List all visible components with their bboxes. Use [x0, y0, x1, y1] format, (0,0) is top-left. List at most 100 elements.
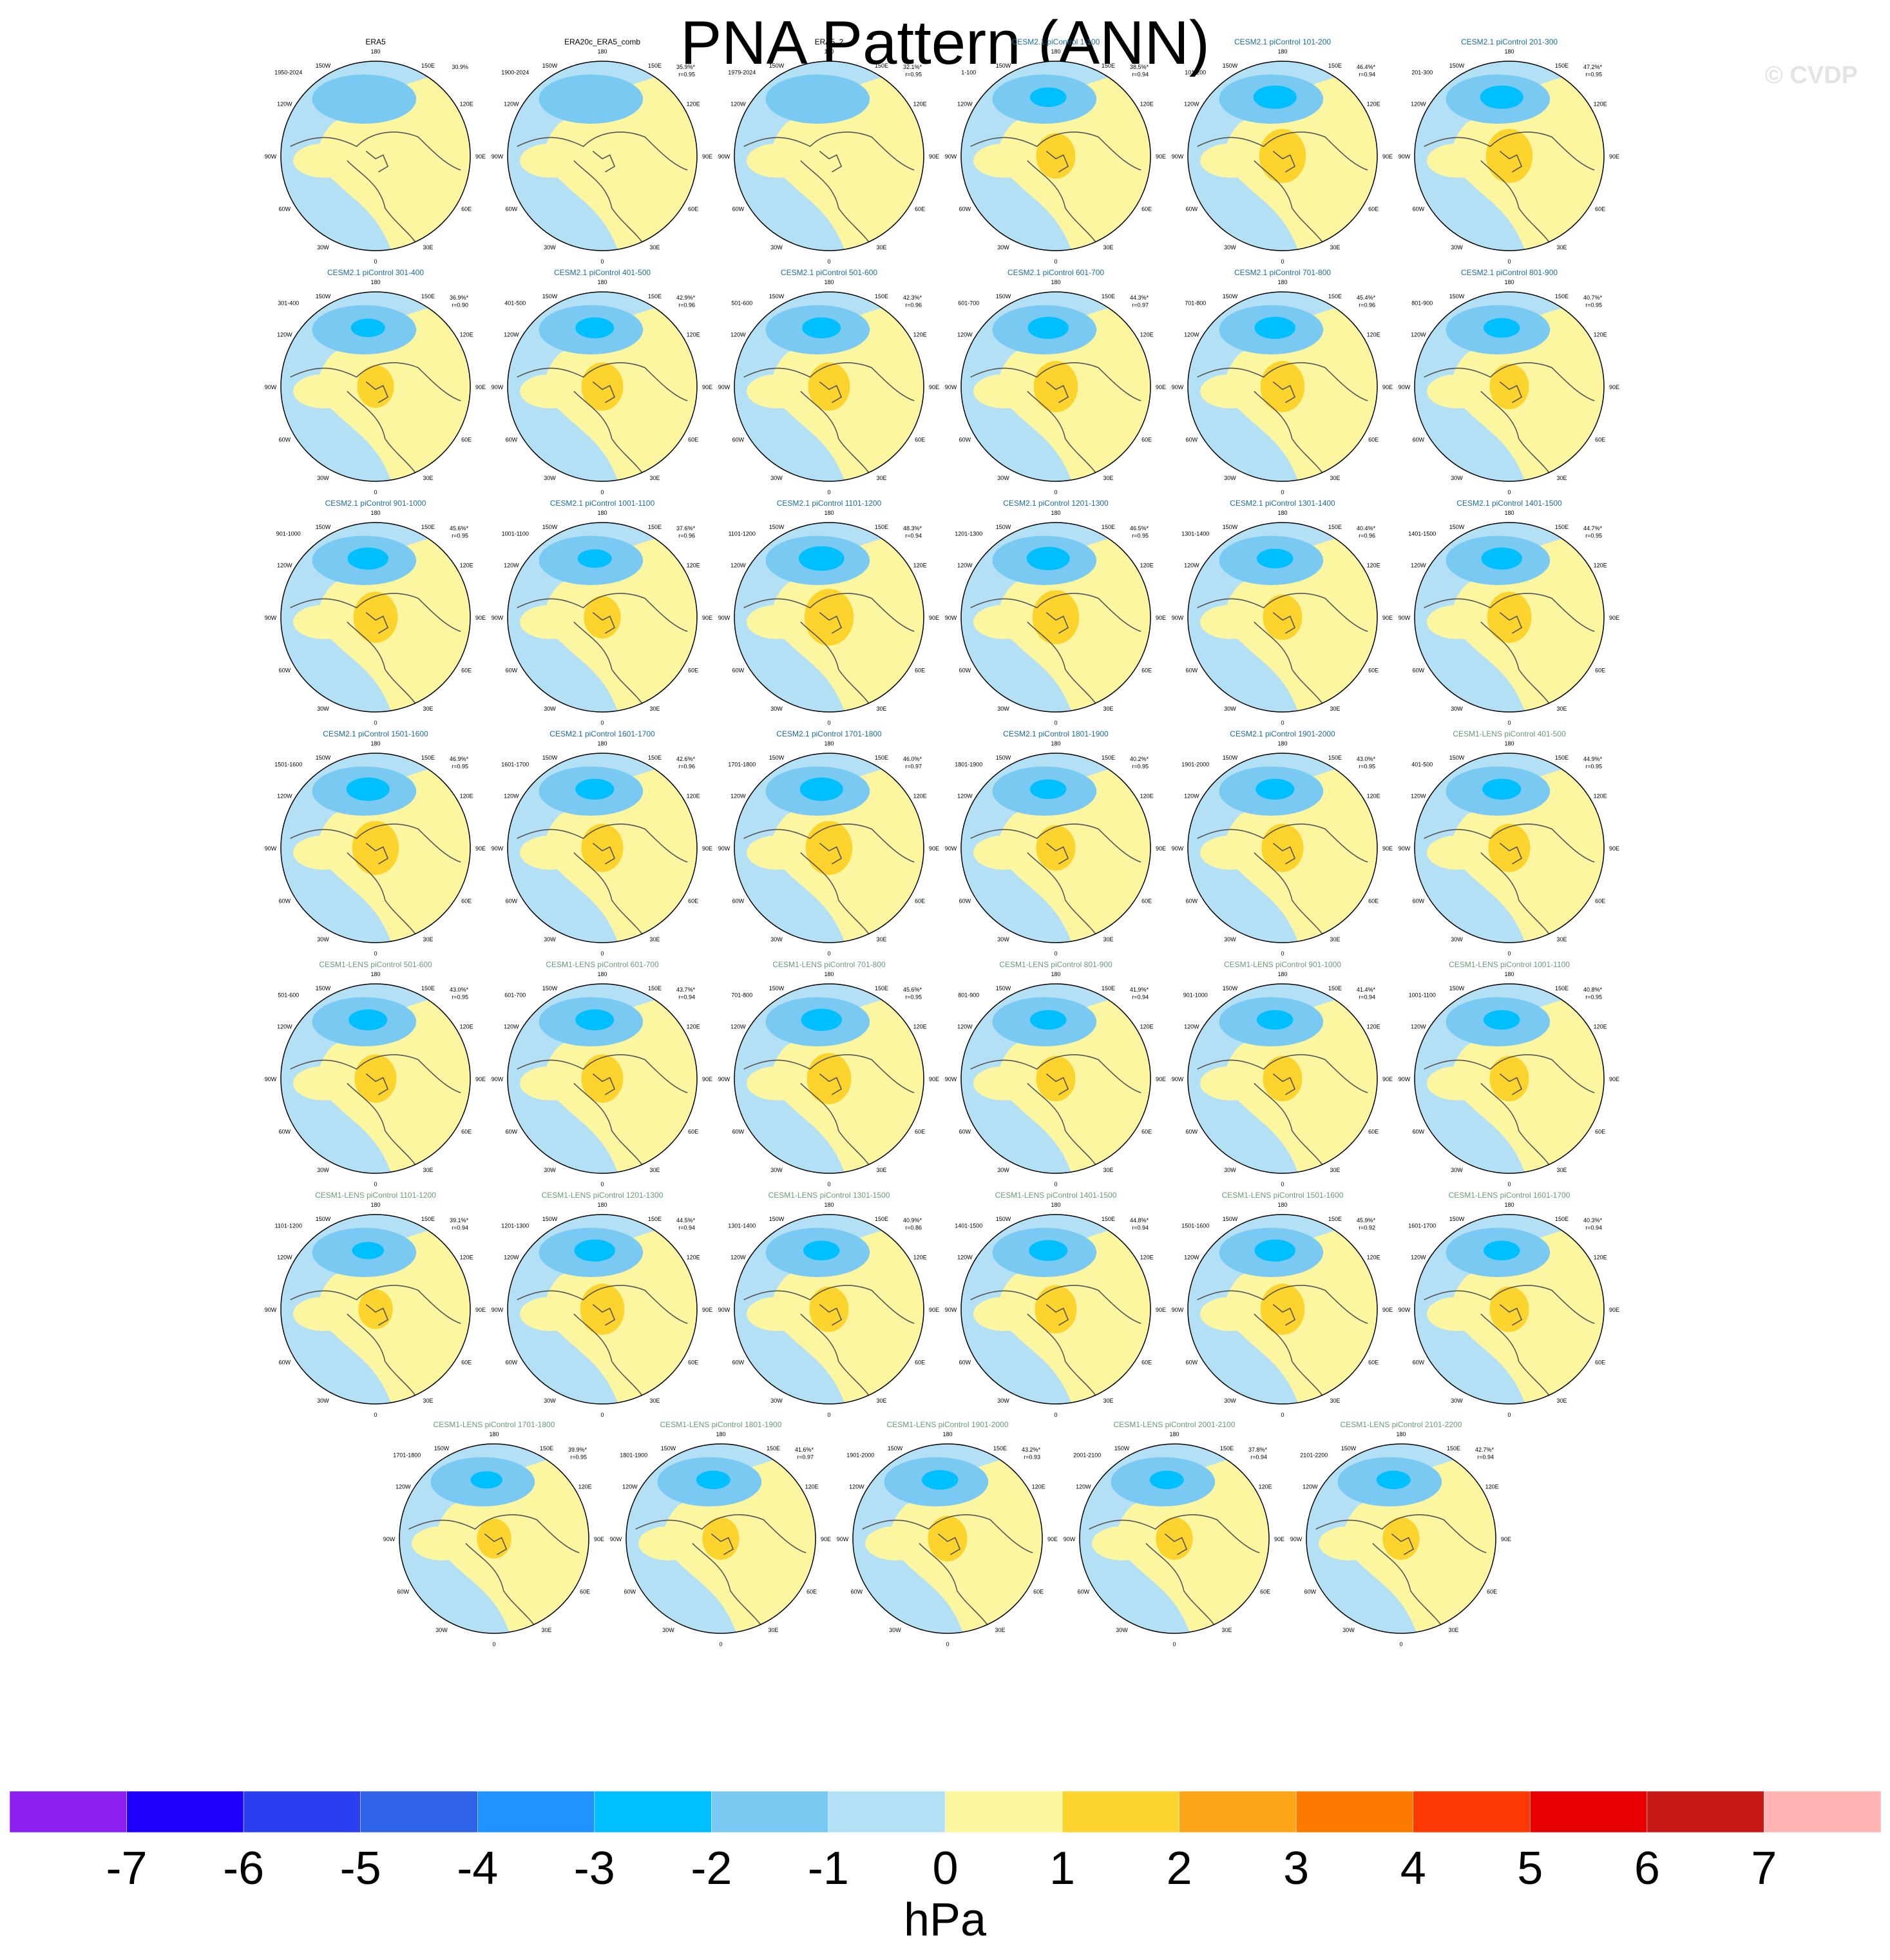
correlation-label: r=0.94 [678, 1225, 695, 1231]
lon-label: 150W [1223, 293, 1238, 300]
panel-title: ERA20c_ERA5_comb [564, 37, 640, 46]
lon-label: 30E [1556, 244, 1567, 251]
lon-label: 90E [929, 153, 939, 160]
lon-label: 90E [702, 384, 712, 390]
lon-label: 90E [1609, 845, 1619, 852]
colorbar-tick-label: -3 [574, 1843, 615, 1894]
panel-title: CESM1-LENS piControl 701-800 [772, 960, 886, 969]
lon-label: 60W [279, 668, 291, 674]
lon-label: 90W [718, 1307, 730, 1313]
map-panel-wrap: 180 150E 120E 90E 60E 30E 0 30W 60W 90W 120W 150W ER… [469, 35, 736, 270]
lon-label: 0 [1507, 720, 1511, 726]
anomaly-contour-3 [357, 365, 394, 408]
lon-label: 120E [913, 1254, 927, 1261]
lon-label: 0 [1281, 950, 1284, 957]
lon-label: 0 [1054, 489, 1057, 495]
anomaly-fill-positive [638, 1526, 700, 1561]
lon-label: 90W [265, 615, 277, 621]
panel-title: CESM1-LENS piControl 1001-1100 [1449, 960, 1570, 969]
lon-label: 60E [1368, 437, 1379, 443]
anomaly-contour-3 [702, 1517, 740, 1561]
lon-label: 180 [824, 48, 834, 55]
period-label: 401-500 [1411, 762, 1433, 768]
lon-label: 60W [1186, 1360, 1198, 1366]
lon-label: 150W [542, 62, 558, 69]
map-panel-wrap: 180 150E 120E 90E 60E 30E 0 30W 60W 90W 120W 150W CE… [469, 1189, 736, 1423]
lon-label: 120W [957, 793, 973, 800]
lon-label: 180 [370, 48, 380, 55]
lon-label: 180 [1277, 510, 1287, 516]
panel-title: CESM1-LENS piControl 1601-1700 [1449, 1191, 1570, 1200]
lon-label: 30W [544, 475, 556, 481]
anomaly-contour-2 [574, 1239, 615, 1262]
lon-label: 30E [1556, 475, 1567, 481]
lon-label: 60W [1413, 898, 1425, 905]
lon-label: 90E [475, 384, 486, 390]
map-panel: 180 150E 120E 90E 60E 30E 0 30W 60W 90W 120W 150W CE… [718, 268, 939, 495]
period-label: 1501-1600 [274, 762, 302, 768]
anomaly-contour-2 [350, 318, 385, 338]
lon-label: 30W [317, 706, 329, 712]
map-panel: 180 150E 120E 90E 60E 30E 0 30W 60W 90W 120W 150W CE… [945, 268, 1166, 495]
anomaly-contour-3 [1263, 594, 1303, 640]
lon-label: 90E [1047, 1536, 1058, 1542]
lon-label: 30W [997, 1167, 1009, 1173]
lon-label: 30W [544, 1167, 556, 1173]
correlation-label: r=0.95 [905, 994, 922, 1001]
lon-label: 60W [732, 1360, 745, 1366]
lon-label: 60E [688, 437, 698, 443]
lon-label: 60W [851, 1589, 863, 1595]
lon-label: 60W [279, 1360, 291, 1366]
coastline [1424, 362, 1595, 477]
period-label: 1901-2000 [1181, 762, 1209, 768]
lon-label: 90W [492, 384, 504, 390]
lon-label: 90W [945, 845, 957, 852]
lon-label: 30E [1556, 1398, 1567, 1404]
lon-label: 60E [915, 1129, 925, 1135]
lon-label: 30E [1330, 1167, 1340, 1173]
lon-label: 0 [1281, 489, 1284, 495]
anomaly-contour-3 [1036, 1055, 1076, 1102]
lon-label: 120W [1411, 332, 1426, 338]
lon-label: 150E [875, 62, 888, 69]
lon-label: 150E [648, 985, 662, 992]
lon-label: 30W [1451, 244, 1463, 251]
lon-label: 60W [959, 668, 971, 674]
lon-label: 180 [1504, 510, 1514, 516]
colorbar-tick-label: 6 [1634, 1843, 1660, 1894]
lon-label: 0 [600, 1412, 604, 1418]
lon-label: 30E [1103, 936, 1113, 943]
lon-label: 150E [421, 62, 435, 69]
map-panel: 180 150E 120E 90E 60E 30E 0 30W 60W 90W 120W 150W CE… [1064, 1420, 1284, 1648]
lon-label: 120W [504, 562, 519, 569]
map-panel-wrap: 180 150E 120E 90E 60E 30E 0 30W 60W 90W 120W 150W CE… [696, 727, 962, 962]
map-boundary [280, 522, 471, 713]
lon-label: 90W [1172, 153, 1184, 160]
lon-label: 30W [317, 244, 329, 251]
map-panel-wrap: 180 150E 120E 90E 60E 30E 0 30W 60W 90W 120W 150W CE… [1376, 1189, 1643, 1423]
lon-label: 90W [1172, 845, 1184, 852]
map-panel: 180 150E 120E 90E 60E 30E 0 30W 60W 90W 120W 150W ER… [718, 37, 939, 265]
lon-label: 90E [1382, 1076, 1393, 1082]
lon-label: 150W [996, 293, 1011, 300]
lon-label: 30E [1448, 1627, 1458, 1633]
anomaly-fill-positive [1200, 374, 1261, 408]
anomaly-contour-1 [312, 74, 417, 124]
anomaly-contour-2 [1257, 1010, 1293, 1030]
anomaly-contour-2 [798, 546, 845, 571]
lon-label: 30W [544, 706, 556, 712]
colorbar-tick-label: 3 [1283, 1843, 1309, 1894]
map-panel-wrap: 180 150E 120E 90E 60E 30E 0 30W 60W 90W 120W 150W ER… [242, 35, 509, 270]
lon-label: 150E [1328, 62, 1342, 69]
anomaly-fill-positive [973, 835, 1035, 870]
colorbar-bin [1295, 1791, 1413, 1833]
lon-label: 90E [1156, 1076, 1166, 1082]
lon-label: 60E [915, 437, 925, 443]
lon-label: 90W [265, 153, 277, 160]
lon-label: 30E [876, 1167, 886, 1173]
lon-label: 60E [461, 1129, 472, 1135]
map-boundary [280, 1214, 471, 1405]
lon-label: 90E [702, 1076, 712, 1082]
lon-label: 150W [542, 1216, 558, 1222]
lon-label: 150E [1102, 754, 1115, 761]
